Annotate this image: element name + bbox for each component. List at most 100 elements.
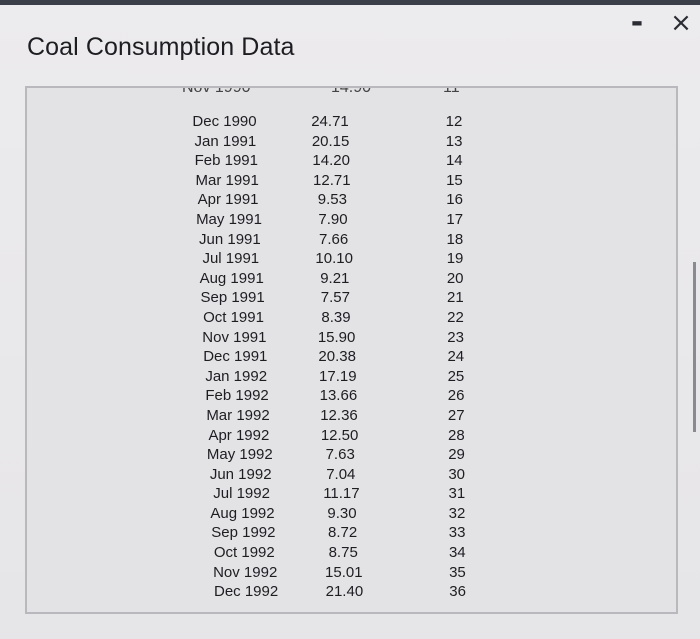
month-cell: Jun 1991 <box>199 230 261 248</box>
table-row: May 1991 7.90 17 <box>27 210 472 230</box>
month-cell: Nov 1991 <box>202 328 267 346</box>
month-cell: Jun 1992 <box>209 465 272 483</box>
value-cell: 10.10 <box>315 250 353 268</box>
minimize-button[interactable]: - <box>622 8 652 38</box>
month-cell: Mar 1991 <box>195 171 259 189</box>
value-cell: 7.63 <box>325 446 355 464</box>
table-row: Jul 1991 10.10 19 <box>27 249 472 269</box>
value-cell: 24.71 <box>311 113 349 130</box>
value-cell: 20.38 <box>318 348 356 366</box>
month-cell: Feb 1992 <box>205 387 269 405</box>
month-cell: Jul 1992 <box>213 485 270 503</box>
value-cell: 15.01 <box>325 563 363 581</box>
table-row: Aug 1991 9.21 20 <box>27 269 472 289</box>
table-row: Sep 1991 7.57 21 <box>27 288 472 308</box>
index-cell: 32 <box>448 504 466 522</box>
value-cell: 8.72 <box>327 524 358 542</box>
month-cell: Feb 1991 <box>194 152 258 170</box>
table-row: Jul 1992 11.17 31 <box>27 484 472 504</box>
index-cell: 18 <box>446 230 464 248</box>
index-cell: 21 <box>447 289 464 307</box>
table-row: Oct 1992 8.75 34 <box>27 543 472 563</box>
value-cell: 12.50 <box>320 426 359 444</box>
index-cell: 17 <box>446 210 464 228</box>
month-cell: Dec 1992 <box>213 583 279 601</box>
value-cell: 9.30 <box>327 504 357 522</box>
month-cell: Sep 1991 <box>200 289 265 307</box>
value-cell: 12.36 <box>320 406 358 424</box>
value-cell: 14.20 <box>312 152 350 170</box>
window-title: Coal Consumption Data <box>27 33 295 61</box>
index-cell: 29 <box>448 446 465 464</box>
table-row: Jun 1991 7.66 18 <box>27 230 472 250</box>
month-cell: Dec 1991 <box>203 348 268 366</box>
month-cell: Aug 1992 <box>210 504 275 522</box>
value-cell: 7.90 <box>318 210 348 228</box>
value-cell: 7.04 <box>326 465 356 483</box>
value-cell: 12.71 <box>313 171 351 189</box>
index-cell: 16 <box>446 191 463 209</box>
partial-table-row: Nov 1990 14.90 11 <box>27 87 676 101</box>
value-cell: 9.53 <box>317 191 347 209</box>
data-table-panel[interactable]: Nov 1990 14.90 11 Dec 1990 24.71 12 Jan 199… <box>25 86 678 614</box>
index-cell: 14 <box>445 152 463 170</box>
month-cell: Nov 1992 <box>213 563 278 581</box>
index-cell: 11 <box>443 87 460 96</box>
index-cell: 22 <box>447 308 464 326</box>
index-cell: 12 <box>445 113 463 130</box>
month-cell: Jan 1991 <box>194 132 257 150</box>
table-row: Feb 1992 13.66 26 <box>27 386 472 406</box>
index-cell: 30 <box>448 465 466 483</box>
index-cell: 36 <box>449 583 466 601</box>
table-row: Feb 1991 14.20 14 <box>27 151 472 171</box>
index-cell: 28 <box>448 426 465 444</box>
index-cell: 15 <box>446 171 463 189</box>
window-top-border <box>0 0 700 5</box>
index-cell: 13 <box>445 132 463 150</box>
month-cell: Mar 1992 <box>206 406 270 424</box>
month-cell: Jan 1992 <box>205 367 268 385</box>
index-cell: 35 <box>449 563 466 581</box>
index-cell: 27 <box>447 406 465 424</box>
month-cell: Nov 1990 <box>182 87 251 96</box>
value-cell: 14.90 <box>331 87 372 96</box>
value-cell: 15.90 <box>317 328 356 346</box>
table-row: Dec 1992 21.40 36 <box>27 582 472 602</box>
table-row: Apr 1991 9.53 16 <box>27 190 472 210</box>
value-cell: 7.57 <box>320 289 350 307</box>
index-cell: 26 <box>447 387 465 405</box>
index-cell: 34 <box>448 544 466 562</box>
value-cell: 20.15 <box>311 132 350 150</box>
table-row: Jun 1992 7.04 30 <box>27 465 472 485</box>
value-cell: 13.66 <box>319 387 358 405</box>
table-row: Apr 1992 12.50 28 <box>27 426 472 446</box>
month-cell: Dec 1990 <box>192 113 257 130</box>
value-cell: 17.19 <box>319 367 357 385</box>
table-row: Nov 1991 15.90 23 <box>27 328 472 348</box>
close-button[interactable]: × <box>666 8 696 38</box>
index-cell: 33 <box>448 524 466 542</box>
month-cell: Oct 1992 <box>213 544 275 562</box>
month-cell: Jul 1991 <box>202 250 260 268</box>
index-cell: 23 <box>447 328 464 346</box>
window-edge <box>693 262 696 432</box>
month-cell: May 1992 <box>206 446 273 464</box>
table-row: Jan 1992 17.19 25 <box>27 367 472 387</box>
value-cell: 8.75 <box>328 544 358 562</box>
table-row: Mar 1992 12.36 27 <box>27 406 472 426</box>
month-cell: May 1991 <box>196 210 262 228</box>
table-row: Sep 1992 8.72 33 <box>27 523 472 543</box>
value-cell: 21.40 <box>325 583 364 601</box>
index-cell: 31 <box>448 485 466 503</box>
table-row: Dec 1990 24.71 12 <box>27 112 472 132</box>
month-cell: Sep 1992 <box>211 524 276 542</box>
value-cell: 7.66 <box>318 230 349 248</box>
table-row: Mar 1991 12.71 15 <box>27 171 472 191</box>
table-row: Nov 1992 15.01 35 <box>27 563 472 583</box>
coal-consumption-table: Dec 1990 24.71 12 Jan 1991 20.15 13 Feb 1991 14… <box>27 112 472 602</box>
table-row: Dec 1991 20.38 24 <box>27 347 472 367</box>
table-row: Oct 1991 8.39 22 <box>27 308 472 328</box>
value-cell: 11.17 <box>323 485 360 503</box>
index-cell: 19 <box>446 250 464 268</box>
